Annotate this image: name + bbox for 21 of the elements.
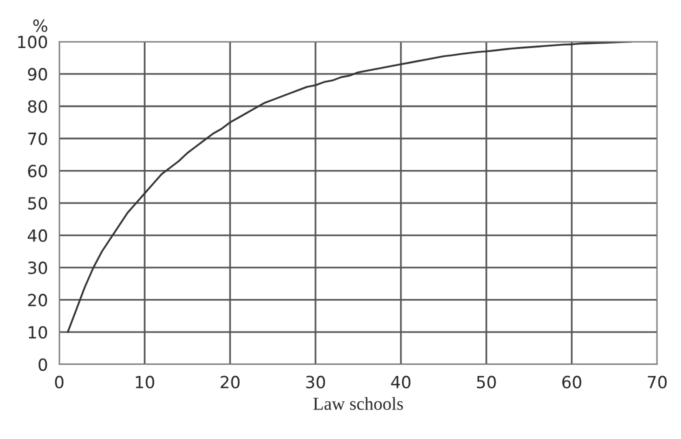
y-tick-label: 80 bbox=[28, 100, 48, 113]
x-tick-label: 0 bbox=[55, 376, 64, 388]
y-tick-label: 50 bbox=[28, 197, 48, 210]
y-tick-label: 90 bbox=[28, 68, 48, 81]
x-tick-label: 20 bbox=[220, 376, 240, 388]
y-tick-label: 20 bbox=[28, 294, 48, 306]
x-tick-label: 60 bbox=[562, 376, 582, 388]
x-tick-label: 30 bbox=[306, 376, 325, 388]
y-tick-label: 0 bbox=[38, 358, 48, 371]
y-tick-label: 40 bbox=[28, 229, 48, 242]
y-tick-label: 30 bbox=[28, 262, 48, 274]
x-tick-label: 10 bbox=[136, 376, 154, 388]
y-tick-label: 100 bbox=[18, 36, 48, 48]
y-axis-title: % bbox=[33, 19, 48, 32]
x-tick-label: 70 bbox=[648, 376, 667, 388]
x-tick-label: 50 bbox=[477, 376, 496, 388]
x-axis-title: Law schools bbox=[313, 397, 403, 410]
y-tick-label: 10 bbox=[28, 326, 48, 339]
x-tick-label: 40 bbox=[391, 376, 410, 388]
y-tick-label: 60 bbox=[28, 164, 48, 178]
y-tick-label: 70 bbox=[28, 132, 48, 146]
